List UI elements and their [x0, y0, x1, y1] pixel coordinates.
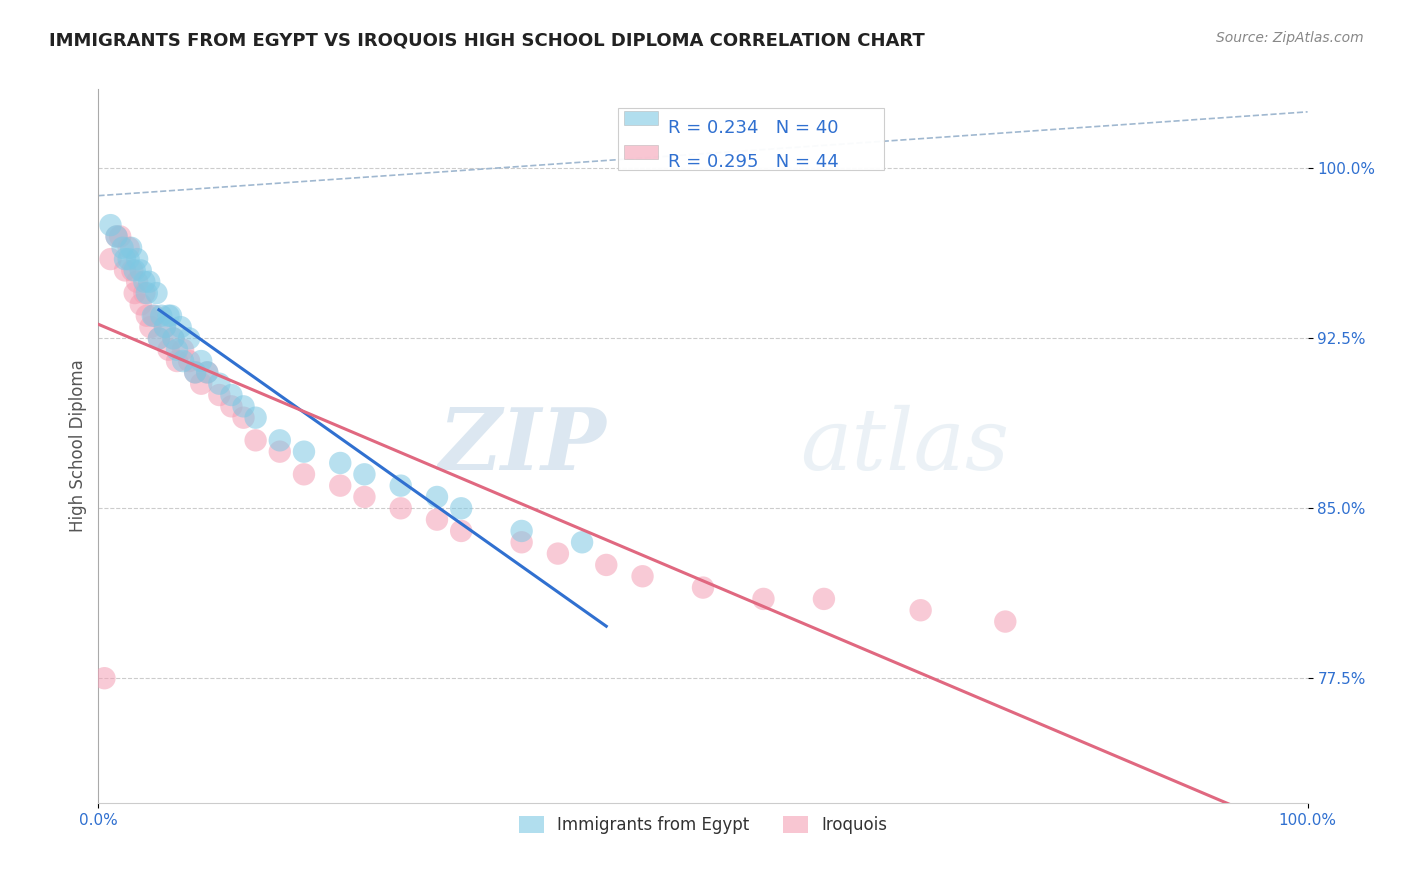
Point — [547, 547, 569, 561]
Text: R = 0.295   N = 44: R = 0.295 N = 44 — [668, 153, 839, 171]
Point — [221, 400, 243, 414]
Legend: Immigrants from Egypt, Iroquois: Immigrants from Egypt, Iroquois — [512, 809, 894, 841]
Point — [389, 478, 412, 492]
Point — [195, 365, 218, 379]
Point — [153, 320, 176, 334]
Point — [120, 241, 142, 255]
Text: R = 0.234   N = 40: R = 0.234 N = 40 — [668, 120, 838, 137]
Text: Source: ZipAtlas.com: Source: ZipAtlas.com — [1216, 31, 1364, 45]
Point — [160, 309, 183, 323]
Point — [105, 229, 128, 244]
Point — [994, 615, 1017, 629]
Point — [179, 331, 201, 345]
Point — [157, 309, 180, 323]
Point — [426, 513, 449, 527]
Text: atlas: atlas — [800, 405, 1010, 487]
Point — [118, 252, 141, 266]
Point — [752, 591, 775, 606]
Point — [135, 286, 157, 301]
Point — [269, 434, 291, 448]
Point — [138, 275, 160, 289]
Point — [510, 524, 533, 538]
Point — [426, 490, 449, 504]
Point — [353, 467, 375, 482]
Point — [166, 343, 188, 357]
Point — [135, 309, 157, 323]
Point — [169, 320, 191, 334]
Point — [134, 275, 156, 289]
Point — [595, 558, 617, 572]
Point — [245, 410, 267, 425]
Point — [172, 354, 194, 368]
Point — [510, 535, 533, 549]
Point — [139, 320, 162, 334]
Point — [329, 456, 352, 470]
Point — [145, 286, 167, 301]
Point — [105, 229, 128, 244]
Y-axis label: High School Diploma: High School Diploma — [69, 359, 87, 533]
Point — [129, 297, 152, 311]
Point — [162, 331, 184, 345]
Point — [450, 501, 472, 516]
Point — [221, 388, 243, 402]
Point — [111, 241, 134, 255]
Point — [148, 331, 170, 345]
Point — [269, 444, 291, 458]
Point — [353, 490, 375, 504]
Point — [329, 478, 352, 492]
Point — [172, 343, 194, 357]
Point — [389, 501, 412, 516]
Bar — [624, 111, 658, 125]
Point — [129, 263, 152, 277]
Point — [292, 444, 315, 458]
Point — [124, 286, 146, 301]
Point — [450, 524, 472, 538]
Point — [93, 671, 115, 685]
Point — [179, 354, 201, 368]
Point — [142, 309, 165, 323]
Point — [813, 591, 835, 606]
Point — [166, 354, 188, 368]
Point — [150, 309, 173, 323]
Point — [571, 535, 593, 549]
Bar — [624, 145, 658, 159]
Point — [184, 365, 207, 379]
FancyBboxPatch shape — [619, 109, 884, 169]
Point — [114, 252, 136, 266]
Point — [148, 331, 170, 345]
Point — [100, 218, 122, 232]
Point — [127, 252, 149, 266]
Point — [124, 263, 146, 277]
Point — [208, 376, 231, 391]
Point — [292, 467, 315, 482]
Point — [121, 263, 143, 277]
Point — [100, 252, 122, 266]
Point — [692, 581, 714, 595]
Point — [118, 241, 141, 255]
Point — [232, 410, 254, 425]
Text: IMMIGRANTS FROM EGYPT VS IROQUOIS HIGH SCHOOL DIPLOMA CORRELATION CHART: IMMIGRANTS FROM EGYPT VS IROQUOIS HIGH S… — [49, 31, 925, 49]
Point — [127, 275, 149, 289]
Point — [184, 365, 207, 379]
Point — [190, 376, 212, 391]
Point — [910, 603, 932, 617]
Point — [631, 569, 654, 583]
Point — [143, 309, 166, 323]
Point — [195, 365, 218, 379]
Text: ZIP: ZIP — [439, 404, 606, 488]
Point — [162, 331, 184, 345]
Point — [245, 434, 267, 448]
Point — [108, 229, 131, 244]
Point — [190, 354, 212, 368]
Point — [114, 263, 136, 277]
Point — [153, 320, 176, 334]
Point — [157, 343, 180, 357]
Point — [134, 286, 156, 301]
Point — [208, 388, 231, 402]
Point — [232, 400, 254, 414]
